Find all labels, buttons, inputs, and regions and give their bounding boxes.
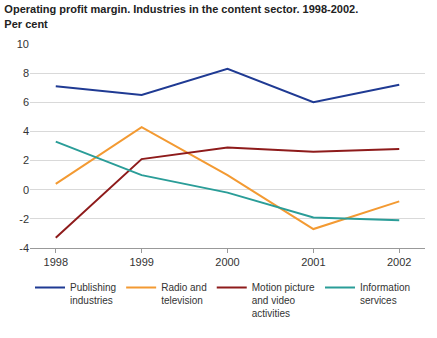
svg-text:Motion pictureand videoactivit: Motion pictureand videoactivities [252, 282, 315, 319]
svg-text:8: 8 [23, 67, 29, 79]
svg-text:2001: 2001 [301, 256, 325, 268]
svg-text:Publishingindustries: Publishingindustries [70, 282, 116, 306]
svg-text:Informationservices: Informationservices [360, 282, 410, 306]
svg-text:Operating profit margin. Indus: Operating profit margin. Industries in t… [4, 3, 358, 29]
svg-text:Radio andtelevision: Radio andtelevision [161, 282, 207, 306]
svg-text:-4: -4 [19, 242, 29, 254]
svg-text:1999: 1999 [129, 256, 153, 268]
svg-text:2000: 2000 [215, 256, 239, 268]
svg-text:0: 0 [23, 184, 29, 196]
svg-text:-2: -2 [19, 213, 29, 225]
svg-text:6: 6 [23, 96, 29, 108]
svg-text:4: 4 [23, 125, 29, 137]
svg-text:2002: 2002 [387, 256, 411, 268]
svg-text:2: 2 [23, 154, 29, 166]
svg-text:1998: 1998 [44, 256, 68, 268]
svg-text:10: 10 [17, 38, 29, 50]
